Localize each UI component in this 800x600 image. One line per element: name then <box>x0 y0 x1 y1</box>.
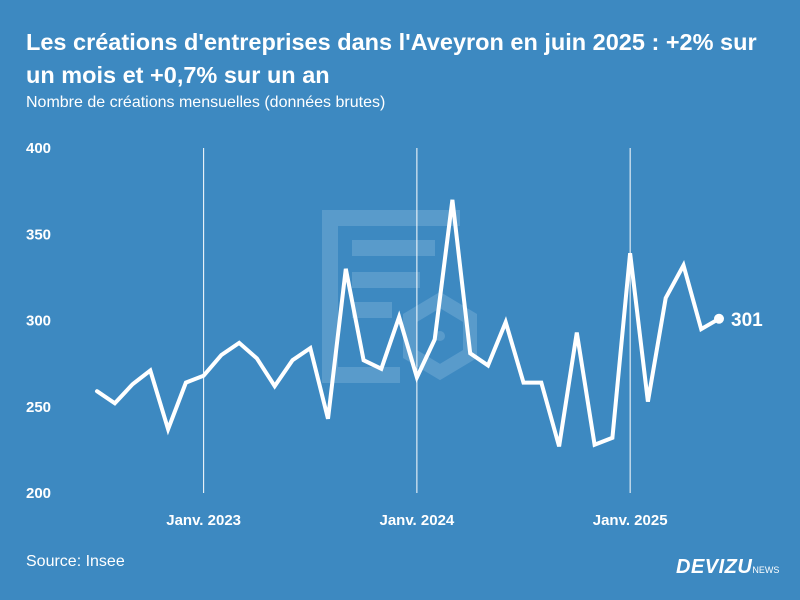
x-axis: Janv. 2023 Janv. 2024 Janv. 2025 <box>166 512 667 529</box>
brand-logo: DEVIZUNEWS <box>676 556 780 578</box>
y-tick-label: 300 <box>26 313 51 330</box>
chart-subtitle: Nombre de créations mensuelles (données … <box>26 94 386 111</box>
y-tick-label: 400 <box>26 140 51 157</box>
grid <box>203 148 631 493</box>
y-tick-label: 350 <box>26 226 51 243</box>
watermark-logo-icon <box>322 210 477 383</box>
chart-title: Les créations d'entreprises dans l'Aveyr… <box>26 29 757 88</box>
x-tick-label: Janv. 2023 <box>166 512 241 529</box>
y-axis: 200 250 300 350 400 <box>26 140 51 502</box>
source-note: Source: Insee <box>26 553 125 570</box>
end-value-label: 301 <box>731 310 763 331</box>
y-tick-label: 250 <box>26 399 51 416</box>
x-tick-label: Janv. 2025 <box>593 512 668 529</box>
x-tick-label: Janv. 2024 <box>379 512 454 529</box>
y-tick-label: 200 <box>26 485 51 502</box>
series-line <box>95 199 721 448</box>
end-point <box>714 313 724 324</box>
